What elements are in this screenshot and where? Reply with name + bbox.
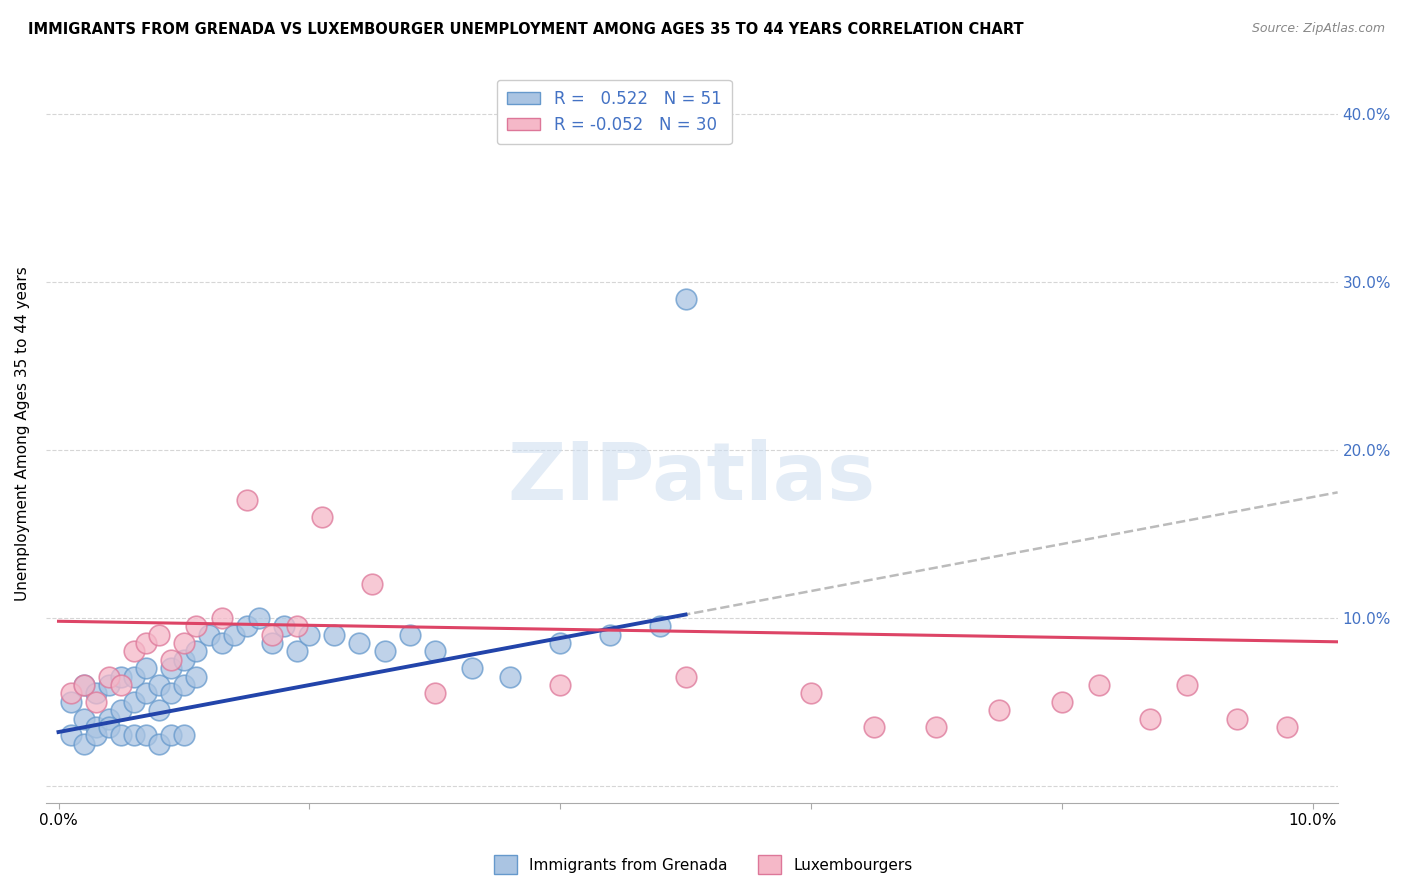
Point bbox=[548, 678, 571, 692]
Point bbox=[148, 703, 170, 717]
Point bbox=[122, 644, 145, 658]
Point bbox=[1277, 720, 1299, 734]
Point bbox=[84, 728, 107, 742]
Point bbox=[222, 628, 245, 642]
Point bbox=[1175, 678, 1198, 692]
Point bbox=[260, 636, 283, 650]
Point bbox=[84, 695, 107, 709]
Point bbox=[160, 728, 183, 742]
Text: ZIPatlas: ZIPatlas bbox=[508, 439, 876, 516]
Point bbox=[122, 728, 145, 742]
Point bbox=[173, 636, 195, 650]
Point bbox=[235, 493, 257, 508]
Point bbox=[285, 644, 308, 658]
Point bbox=[675, 670, 697, 684]
Point bbox=[60, 728, 83, 742]
Point bbox=[1088, 678, 1111, 692]
Point bbox=[260, 628, 283, 642]
Point bbox=[1139, 712, 1161, 726]
Point bbox=[273, 619, 295, 633]
Point bbox=[675, 292, 697, 306]
Point bbox=[122, 695, 145, 709]
Point bbox=[211, 611, 233, 625]
Point bbox=[97, 712, 120, 726]
Point bbox=[323, 628, 346, 642]
Point bbox=[650, 619, 672, 633]
Point bbox=[298, 628, 321, 642]
Point bbox=[862, 720, 884, 734]
Y-axis label: Unemployment Among Ages 35 to 44 years: Unemployment Among Ages 35 to 44 years bbox=[15, 266, 30, 600]
Point bbox=[173, 653, 195, 667]
Point bbox=[925, 720, 948, 734]
Point bbox=[110, 703, 132, 717]
Point bbox=[186, 670, 208, 684]
Point bbox=[374, 644, 396, 658]
Point bbox=[285, 619, 308, 633]
Point bbox=[110, 678, 132, 692]
Point bbox=[160, 661, 183, 675]
Point bbox=[211, 636, 233, 650]
Point bbox=[599, 628, 621, 642]
Point bbox=[173, 678, 195, 692]
Point bbox=[461, 661, 484, 675]
Legend: R =   0.522   N = 51, R = -0.052   N = 30: R = 0.522 N = 51, R = -0.052 N = 30 bbox=[498, 79, 731, 145]
Point bbox=[110, 670, 132, 684]
Point bbox=[247, 611, 270, 625]
Point bbox=[135, 636, 157, 650]
Point bbox=[148, 628, 170, 642]
Point bbox=[499, 670, 522, 684]
Point bbox=[349, 636, 371, 650]
Point bbox=[97, 670, 120, 684]
Point bbox=[398, 628, 420, 642]
Point bbox=[97, 720, 120, 734]
Point bbox=[148, 737, 170, 751]
Point bbox=[800, 686, 823, 700]
Point bbox=[72, 737, 94, 751]
Text: IMMIGRANTS FROM GRENADA VS LUXEMBOURGER UNEMPLOYMENT AMONG AGES 35 TO 44 YEARS C: IMMIGRANTS FROM GRENADA VS LUXEMBOURGER … bbox=[28, 22, 1024, 37]
Point bbox=[97, 678, 120, 692]
Point bbox=[1050, 695, 1073, 709]
Point bbox=[160, 653, 183, 667]
Point bbox=[160, 686, 183, 700]
Point bbox=[60, 686, 83, 700]
Point bbox=[198, 628, 221, 642]
Point bbox=[135, 728, 157, 742]
Point bbox=[548, 636, 571, 650]
Point bbox=[60, 695, 83, 709]
Point bbox=[72, 678, 94, 692]
Point bbox=[988, 703, 1011, 717]
Point bbox=[135, 686, 157, 700]
Point bbox=[1226, 712, 1249, 726]
Point bbox=[173, 728, 195, 742]
Point bbox=[72, 712, 94, 726]
Point bbox=[311, 510, 333, 524]
Point bbox=[186, 619, 208, 633]
Text: Source: ZipAtlas.com: Source: ZipAtlas.com bbox=[1251, 22, 1385, 36]
Point bbox=[122, 670, 145, 684]
Point bbox=[84, 720, 107, 734]
Legend: Immigrants from Grenada, Luxembourgers: Immigrants from Grenada, Luxembourgers bbox=[488, 849, 918, 880]
Point bbox=[186, 644, 208, 658]
Point bbox=[361, 577, 384, 591]
Point bbox=[148, 678, 170, 692]
Point bbox=[135, 661, 157, 675]
Point bbox=[84, 686, 107, 700]
Point bbox=[423, 644, 446, 658]
Point bbox=[423, 686, 446, 700]
Point bbox=[235, 619, 257, 633]
Point bbox=[72, 678, 94, 692]
Point bbox=[110, 728, 132, 742]
